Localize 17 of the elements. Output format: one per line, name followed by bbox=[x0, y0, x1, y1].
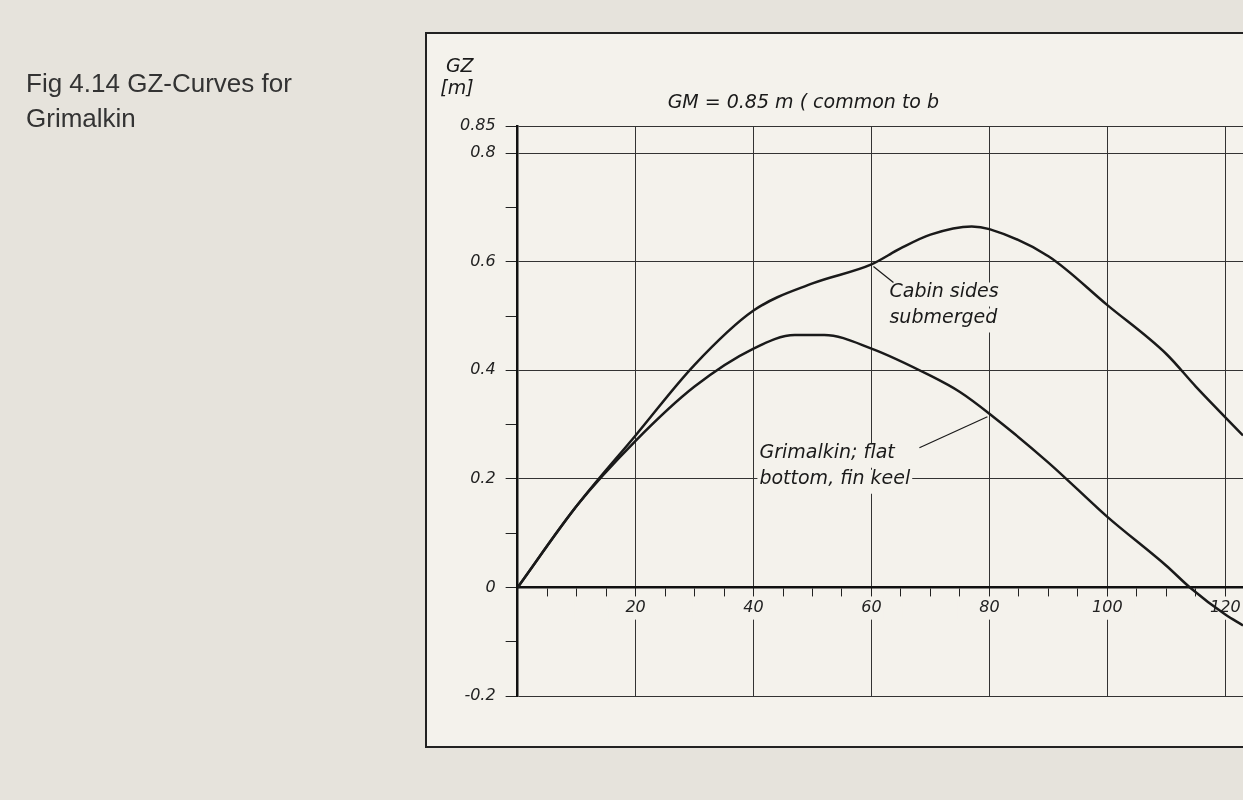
y-tick-label: 0.2 bbox=[470, 468, 496, 488]
x-tick-label: 40 bbox=[743, 597, 764, 617]
y-tick-label: 0.4 bbox=[470, 359, 496, 379]
x-tick-label: 100 bbox=[1092, 597, 1123, 617]
y-tick-label: 0.85 bbox=[460, 115, 496, 135]
y-tick-label: 0.8 bbox=[470, 142, 496, 162]
y-tick-label: 0 bbox=[485, 576, 496, 596]
text: GM = 0.85 m ( common to b bbox=[667, 90, 940, 113]
x-tick-label: 60 bbox=[861, 597, 882, 617]
text: Grimalkin; flat bottom, fin keel bbox=[759, 440, 911, 489]
y-tick-label: -0.2 bbox=[464, 685, 496, 705]
y-tick-label: 0.6 bbox=[470, 250, 496, 270]
text: Fig 4.14 GZ-Curves for Grimalkin bbox=[26, 67, 293, 136]
annotation: Cabin sides submerged bbox=[889, 278, 999, 327]
x-tick-label: 20 bbox=[625, 597, 646, 617]
y-axis-title: GZ [m] bbox=[440, 54, 475, 99]
x-tick-label: 80 bbox=[979, 597, 1000, 617]
